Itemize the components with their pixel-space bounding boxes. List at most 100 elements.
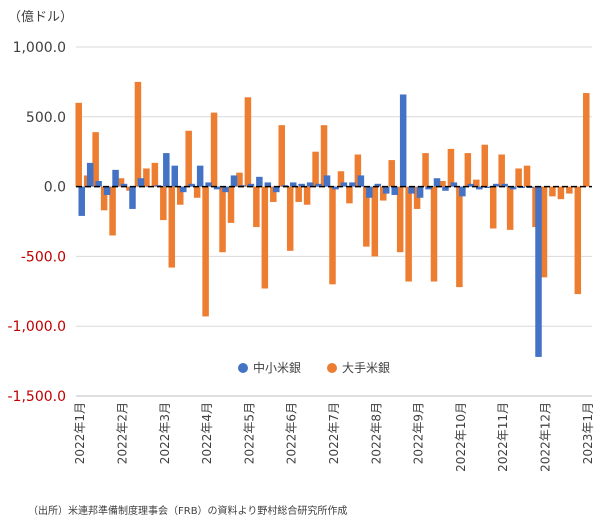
bar-small-banks xyxy=(256,176,263,187)
bar-large-banks xyxy=(464,153,472,187)
source-note: （出所）米連邦準備制度理事会（FRB）の資料より野村総合研究所作成 xyxy=(28,506,348,517)
bar-large-banks xyxy=(295,186,302,202)
bar-large-banks xyxy=(109,186,116,236)
bar-small-banks xyxy=(222,186,229,193)
bar-small-banks xyxy=(416,186,424,198)
bar-small-banks xyxy=(95,181,102,187)
bar-small-banks xyxy=(399,94,407,187)
y-tick-label: -1,500.0 xyxy=(8,389,67,405)
bar-large-banks xyxy=(540,186,548,278)
bar-small-banks xyxy=(501,183,508,187)
y-tick-label: 0.0 xyxy=(44,180,66,196)
bar-large-banks xyxy=(303,186,311,205)
bar-large-banks xyxy=(523,165,531,187)
bar-large-banks xyxy=(583,93,590,187)
bar-small-banks xyxy=(509,186,517,190)
legend-swatch-small-banks xyxy=(238,362,248,373)
bar-large-banks xyxy=(566,186,573,194)
x-tick-label: 2022年6月 xyxy=(285,402,299,464)
bar-small-banks xyxy=(213,186,221,190)
bar-small-banks xyxy=(103,186,111,195)
bar-large-banks xyxy=(75,102,82,187)
bar-large-banks xyxy=(92,132,99,187)
x-tick-label: 2022年8月 xyxy=(369,402,383,464)
bar-small-banks xyxy=(383,186,390,194)
bar-large-banks xyxy=(253,186,260,228)
x-tick-label: 2022年2月 xyxy=(116,402,130,464)
bar-large-banks xyxy=(210,112,218,187)
bar-large-banks xyxy=(270,186,277,202)
bar-large-banks xyxy=(286,186,294,251)
bar-small-banks xyxy=(492,183,500,187)
bar-small-banks xyxy=(137,178,145,187)
bar-large-banks xyxy=(481,144,489,187)
bar-large-banks xyxy=(160,186,167,221)
bar-large-banks xyxy=(261,186,269,289)
bar-large-banks xyxy=(337,171,345,187)
bar-small-banks xyxy=(264,182,272,187)
bar-small-banks xyxy=(484,186,492,188)
bar-small-banks xyxy=(467,183,475,187)
legend: 中小米銀 大手米銀 xyxy=(238,359,390,376)
bar-large-banks xyxy=(193,186,201,198)
bar-small-banks xyxy=(425,186,432,190)
bar-large-banks xyxy=(312,151,319,187)
bar-small-banks xyxy=(188,183,195,187)
bar-large-banks xyxy=(202,186,209,317)
bar-small-banks xyxy=(476,186,483,190)
bar-large-banks xyxy=(388,160,395,187)
bar-small-banks xyxy=(340,182,348,187)
bar-large-banks xyxy=(185,130,192,187)
bar-small-banks xyxy=(332,186,339,190)
x-tick-label: 2022年11月 xyxy=(496,402,510,472)
y-tick-label: 500.0 xyxy=(26,110,66,126)
unit-label: （億ドル） xyxy=(8,10,74,25)
bar-large-banks xyxy=(176,186,184,205)
legend-label-large-banks: 大手米銀 xyxy=(342,361,391,375)
bar-large-banks xyxy=(380,186,387,201)
bar-small-banks xyxy=(171,165,179,187)
bar-small-banks xyxy=(205,182,212,187)
bar-large-banks xyxy=(515,168,522,187)
bar-small-banks xyxy=(450,182,458,187)
bar-large-banks xyxy=(498,154,505,187)
x-tick-label: 2022年5月 xyxy=(242,402,256,464)
x-tick-label: 2022年9月 xyxy=(412,402,426,464)
x-tick-label: 2022年4月 xyxy=(200,402,214,464)
bar-large-banks xyxy=(506,186,514,230)
bar-large-banks xyxy=(354,154,362,187)
legend-item-small-banks: 中小米銀 xyxy=(238,359,301,376)
bar-small-banks xyxy=(357,175,365,187)
bar-small-banks xyxy=(273,186,280,193)
bar-small-banks xyxy=(433,178,441,187)
y-tick-label: 1,000.0 xyxy=(13,40,66,56)
bar-small-banks xyxy=(247,183,255,187)
bar-large-banks xyxy=(456,186,463,288)
x-tick-label: 2022年12月 xyxy=(538,402,552,472)
bar-large-banks xyxy=(405,186,412,282)
bar-small-banks xyxy=(374,183,382,187)
bar-small-banks xyxy=(408,186,415,194)
bar-small-banks xyxy=(315,183,322,187)
bar-small-banks xyxy=(298,183,305,187)
bar-large-banks xyxy=(320,125,328,187)
bar-large-banks xyxy=(151,162,159,187)
bar-small-banks xyxy=(442,186,449,191)
bar-large-banks xyxy=(227,186,235,223)
bar-large-banks xyxy=(278,125,285,187)
bar-small-banks xyxy=(349,182,356,187)
bar-large-banks xyxy=(329,186,336,285)
bar-small-banks xyxy=(323,175,331,187)
bar-small-banks xyxy=(163,153,170,187)
legend-swatch-large-banks xyxy=(327,362,338,373)
bar-large-banks xyxy=(422,153,429,187)
bar-large-banks xyxy=(134,81,142,187)
bar-large-banks xyxy=(489,186,497,229)
bar-small-banks xyxy=(179,186,187,193)
bar-large-banks xyxy=(549,186,556,197)
bar-small-banks xyxy=(535,186,542,357)
bar-large-banks xyxy=(371,186,379,257)
bar-small-banks xyxy=(391,186,398,195)
x-tick-label: 2022年7月 xyxy=(327,402,341,464)
legend-item-large-banks: 大手米銀 xyxy=(327,359,390,376)
